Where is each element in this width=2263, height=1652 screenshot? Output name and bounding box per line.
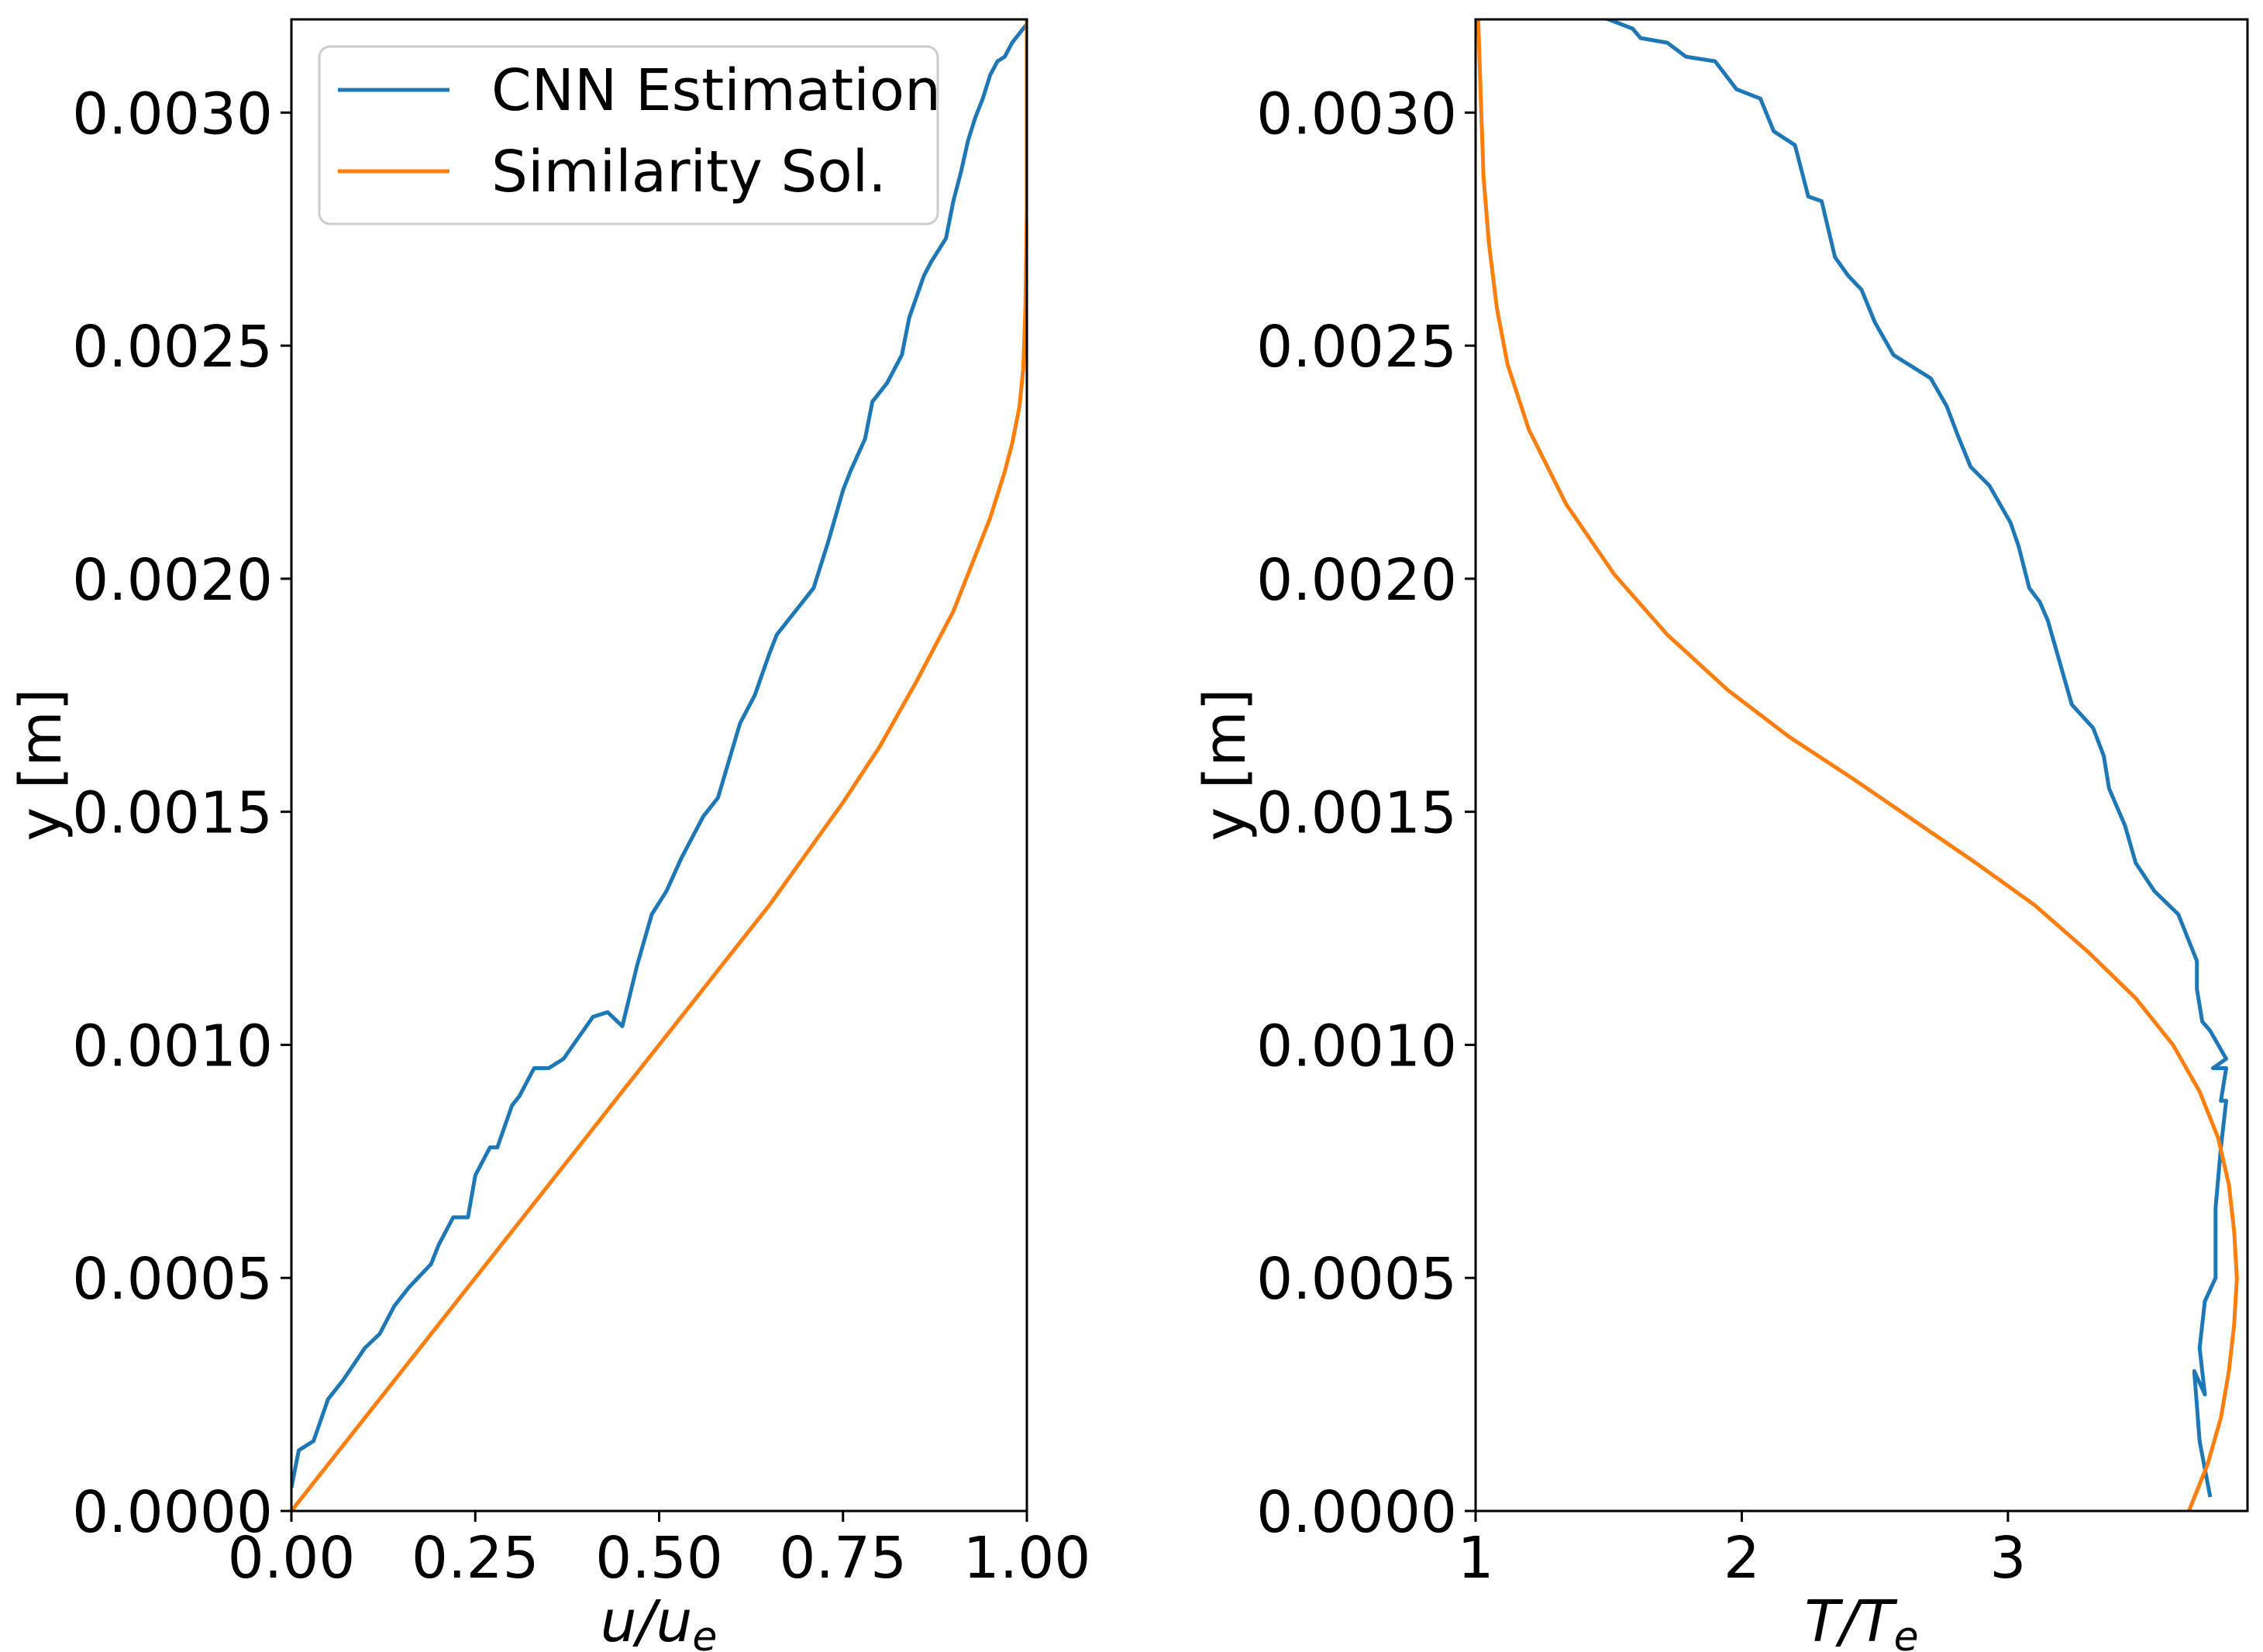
velocity-series-similarity-solution	[291, 19, 1027, 1511]
temperature-y-ticks: 0.0000 0.0005 0.0010 0.0015 0.0020 0.0025 0.00…	[1256, 81, 1476, 1546]
velocity-y-ticks: 0.0000 0.0005 0.0010 0.0015 0.0020 0.0025 0.00…	[72, 81, 291, 1546]
velocity-y-tick-label: 0.0000	[72, 1479, 273, 1546]
temperature-x-axis-label: T/Te	[1804, 1588, 1918, 1652]
temperature-y-tick-label: 0.0015	[1256, 780, 1457, 847]
legend-cnn-label: CNN Estimation	[491, 57, 941, 124]
temperature-x-tick-label: 3	[1989, 1525, 2026, 1592]
legend-frame	[318, 45, 939, 225]
temperature-y-tick-label: 0.0005	[1256, 1246, 1457, 1313]
temperature-x-tick-label: 2	[1724, 1525, 1760, 1592]
legend-similarity-label: Similarity Sol.	[491, 139, 887, 205]
velocity-panel: 0.00 0.25 0.50 0.75 1.00 0.00000.00050.00100…	[8, 18, 1091, 1652]
velocity-x-tick-label: 0.75	[779, 1525, 907, 1592]
velocity-y-tick-label: 0.0025	[72, 314, 273, 380]
velocity-x-tick-label: 0.50	[595, 1525, 723, 1592]
velocity-x-tick-label: 1.00	[963, 1525, 1091, 1592]
temperature-axes-frame	[1474, 18, 2249, 1513]
temperature-y-tick-label: 0.0020	[1256, 547, 1457, 614]
temperature-y-tick-label: 0.0025	[1256, 314, 1457, 380]
temperature-y-tick-label: 0.0030	[1256, 81, 1457, 147]
temperature-y-tick-label: 0.0010	[1256, 1013, 1457, 1079]
velocity-x-ticks: 0.00 0.25 0.50 0.75 1.00	[228, 1511, 1091, 1592]
temperature-series-group	[1476, 19, 2239, 1511]
velocity-y-axis-label: y [m]	[8, 688, 74, 841]
velocity-x-axis-label: u/ue	[601, 1588, 718, 1652]
temperature-series-cnn-estimation	[1600, 19, 2228, 1498]
temperature-series-similarity-solution	[1476, 19, 2239, 1511]
velocity-y-tick-label: 0.0020	[72, 547, 273, 614]
velocity-y-tick-label: 0.0015	[72, 780, 273, 847]
velocity-x-tick-label: 0.25	[412, 1525, 539, 1592]
velocity-y-tick-label: 0.0030	[72, 81, 273, 147]
temperature-panel: 1 2 3 0.0000 0.0005 0.0010 0.0015 0.0020 0.0025…	[1192, 18, 2249, 1652]
temperature-y-axis-label: y [m]	[1192, 688, 1259, 841]
temperature-y-tick-label: 0.0000	[1256, 1479, 1457, 1546]
velocity-y-tick-label: 0.0005	[72, 1246, 273, 1313]
velocity-x-tick-label: 0.00	[228, 1525, 356, 1592]
velocity-series-cnn-estimation	[291, 19, 1027, 1489]
legend: CNN Estimation Similarity Sol.	[318, 45, 941, 225]
temperature-x-ticks: 1 2 3	[1457, 1511, 2026, 1592]
temperature-x-tick-label: 1	[1457, 1525, 1493, 1592]
velocity-series-group	[291, 19, 1027, 1511]
velocity-y-tick-label: 0.0010	[72, 1013, 273, 1079]
